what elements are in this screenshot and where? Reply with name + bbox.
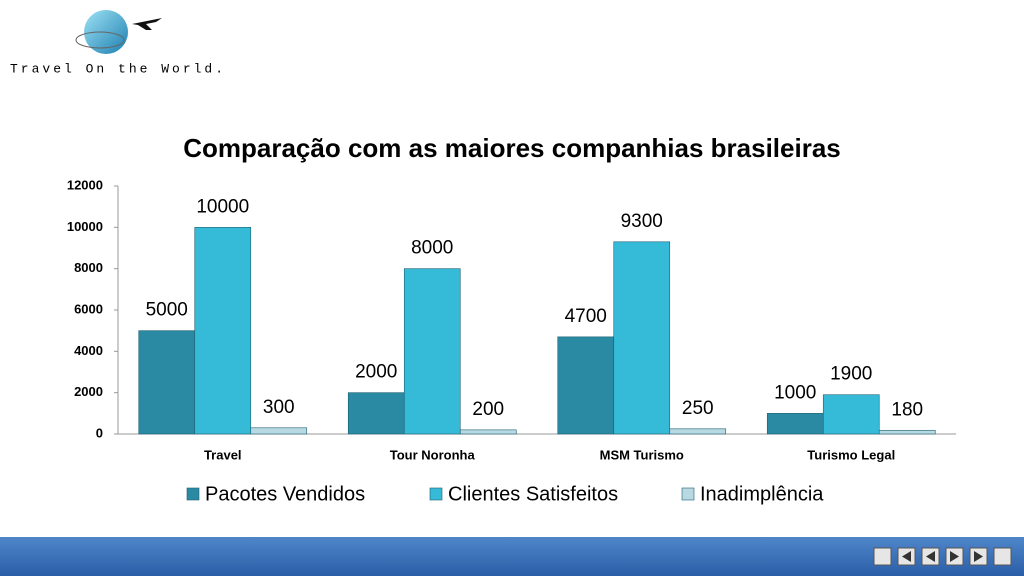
chart-title: Comparação com as maiores companhias bra… xyxy=(183,133,841,163)
logo-plane xyxy=(132,18,162,30)
value-label: 8000 xyxy=(411,238,453,259)
legend-label: Clientes Satisfeitos xyxy=(448,483,618,505)
legend-swatch xyxy=(681,487,695,501)
legend-label: Inadimplência xyxy=(700,483,824,505)
icon xyxy=(926,551,935,562)
value-label: 9300 xyxy=(621,211,663,232)
y-tick-label: 8000 xyxy=(74,260,103,275)
icon xyxy=(974,551,983,562)
home-button[interactable] xyxy=(873,547,892,566)
y-tick-label: 0 xyxy=(96,425,103,440)
bar xyxy=(669,428,727,435)
plot: 0 2000 4000 6000 8000 10000 12000 Travel 5000 100… xyxy=(67,177,956,505)
y-tick-label: 4000 xyxy=(74,343,103,358)
value-label: 2000 xyxy=(355,362,397,383)
y-tick-label: 12000 xyxy=(67,177,103,192)
legend-label: Pacotes Vendidos xyxy=(205,483,365,505)
bar xyxy=(822,394,880,435)
value-label: 1000 xyxy=(774,382,816,403)
logo-text: Travel On the World. xyxy=(10,61,226,76)
value-label: 300 xyxy=(263,397,295,418)
icon xyxy=(902,551,911,562)
footer-bar xyxy=(0,537,1024,576)
bar xyxy=(766,413,824,435)
value-label: 180 xyxy=(891,399,923,420)
bar xyxy=(138,330,196,435)
bar xyxy=(194,227,252,435)
value-label: 250 xyxy=(682,398,714,419)
bar xyxy=(347,392,405,435)
bar xyxy=(613,241,671,435)
x-tick-label: Travel xyxy=(204,447,242,462)
legend-swatch xyxy=(186,487,200,501)
x-tick-label: Tour Noronha xyxy=(390,447,476,462)
icon xyxy=(950,551,959,562)
value-label: 5000 xyxy=(146,300,188,321)
legend-swatch xyxy=(429,487,443,501)
x-tick-label: MSM Turismo xyxy=(600,447,684,462)
nav-buttons xyxy=(873,547,1012,566)
bar xyxy=(403,268,461,435)
value-label: 10000 xyxy=(196,196,249,217)
x-tick-label: Turismo Legal xyxy=(807,447,895,462)
end-button[interactable] xyxy=(993,547,1012,566)
logo-orbit xyxy=(75,31,125,49)
bar xyxy=(250,427,308,435)
bar xyxy=(557,336,615,435)
value-label: 200 xyxy=(472,399,504,420)
value-label: 4700 xyxy=(565,306,607,327)
logo: Travel On the World. xyxy=(10,10,226,76)
bar xyxy=(459,429,517,435)
y-tick-label: 6000 xyxy=(74,301,103,316)
bar xyxy=(878,429,936,435)
y-tick-label: 10000 xyxy=(67,219,103,234)
value-label: 1900 xyxy=(830,364,872,385)
y-tick-label: 2000 xyxy=(74,384,103,399)
